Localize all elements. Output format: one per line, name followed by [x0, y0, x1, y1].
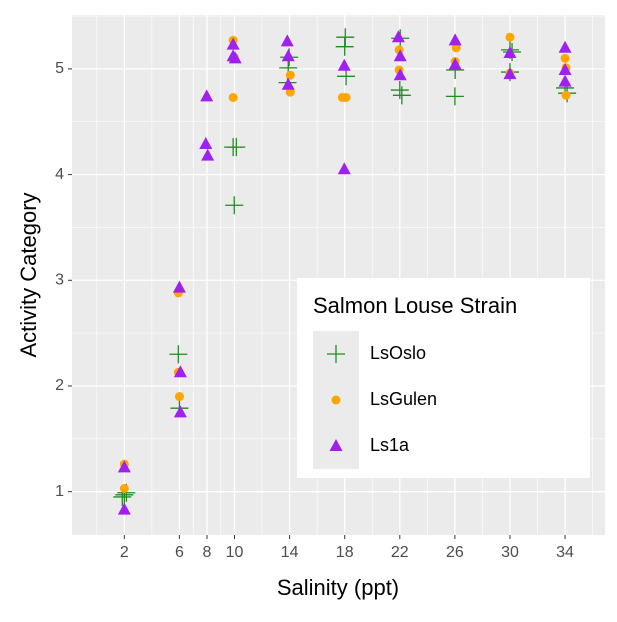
point — [117, 502, 131, 515]
point — [335, 37, 354, 56]
point — [445, 87, 464, 106]
point — [201, 148, 215, 161]
x-tick-label: 2 — [120, 544, 129, 561]
point — [561, 90, 571, 100]
point — [119, 483, 129, 493]
point — [392, 86, 411, 105]
x-tick-label: 14 — [281, 544, 299, 561]
point — [341, 92, 351, 102]
point — [224, 138, 243, 157]
x-tick-label: 6 — [175, 544, 184, 561]
x-tick-label: 8 — [203, 544, 212, 561]
point — [285, 70, 295, 80]
x-tick-label: 22 — [391, 544, 409, 561]
point — [199, 136, 213, 149]
point — [228, 92, 238, 102]
point — [558, 62, 572, 75]
point — [228, 51, 242, 64]
point — [448, 33, 462, 46]
point — [174, 392, 184, 402]
point — [337, 58, 351, 71]
x-axis-label: Salinity (ppt) — [277, 575, 399, 600]
point — [172, 280, 186, 293]
point — [390, 81, 409, 100]
legend-label: Ls1a — [370, 435, 410, 455]
legend-title: Salmon Louse Strain — [313, 293, 517, 318]
point — [337, 162, 351, 175]
point — [281, 77, 295, 90]
point — [393, 49, 407, 62]
y-axis-label: Activity Category — [16, 192, 41, 357]
legend-key-marker — [329, 439, 343, 451]
x-tick-label: 18 — [336, 544, 354, 561]
x-tick-label: 10 — [226, 544, 244, 561]
y-tick-label: 4 — [55, 166, 64, 183]
point — [560, 53, 570, 63]
point — [173, 405, 187, 418]
point — [281, 49, 295, 62]
x-tick-label: 34 — [556, 544, 574, 561]
point — [169, 345, 188, 364]
point — [280, 34, 294, 47]
legend-label: LsGulen — [370, 389, 437, 409]
x-tick-label: 30 — [501, 544, 519, 561]
legend-key-marker — [327, 345, 345, 363]
point — [393, 68, 407, 81]
point — [391, 30, 405, 43]
point — [558, 40, 572, 53]
point — [225, 196, 244, 215]
x-tick-label: 26 — [446, 544, 464, 561]
point — [503, 67, 517, 80]
point — [285, 87, 295, 97]
point — [200, 89, 214, 102]
point — [173, 365, 187, 378]
point — [448, 57, 462, 70]
point — [117, 460, 131, 473]
y-tick-label: 2 — [55, 377, 64, 394]
point — [558, 74, 572, 87]
y-tick-label: 5 — [55, 60, 64, 77]
point — [226, 37, 240, 50]
y-tick-label: 1 — [55, 483, 64, 500]
point — [451, 43, 461, 53]
point — [503, 46, 517, 59]
legend-label: LsOslo — [370, 343, 426, 363]
y-tick-label: 3 — [55, 272, 64, 289]
legend-key-marker — [331, 395, 341, 405]
point — [505, 32, 515, 42]
